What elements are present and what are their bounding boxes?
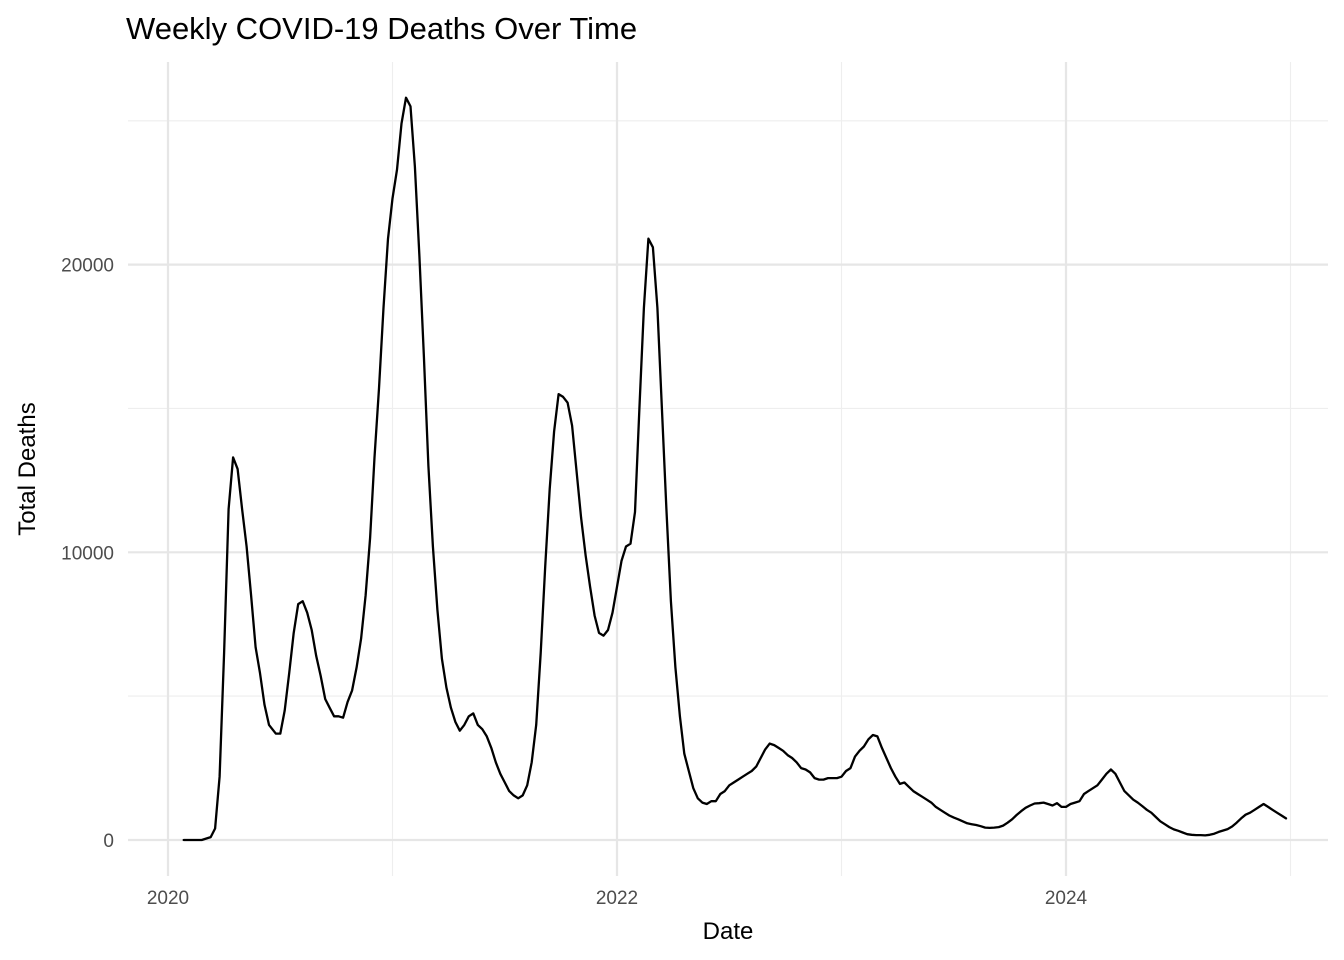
y-tick-label: 10000 — [61, 543, 114, 564]
grid-lines — [128, 62, 1328, 876]
series-layer — [182, 96, 1288, 842]
x-tick-label: 2022 — [596, 888, 638, 909]
chart-title: Weekly COVID-19 Deaths Over Time — [126, 11, 637, 46]
y-axis-title: Total Deaths — [14, 402, 41, 535]
x-axis-ticks: 2020 2022 2024 — [147, 888, 1088, 909]
y-axis-ticks: 0 10000 20000 — [61, 256, 114, 852]
y-tick-label: 20000 — [61, 256, 114, 277]
x-tick-label: 2024 — [1045, 888, 1088, 909]
series-line — [182, 96, 1288, 842]
x-axis-title: Date — [703, 918, 754, 945]
y-tick-label: 0 — [103, 831, 114, 852]
x-tick-label: 2020 — [147, 888, 189, 909]
